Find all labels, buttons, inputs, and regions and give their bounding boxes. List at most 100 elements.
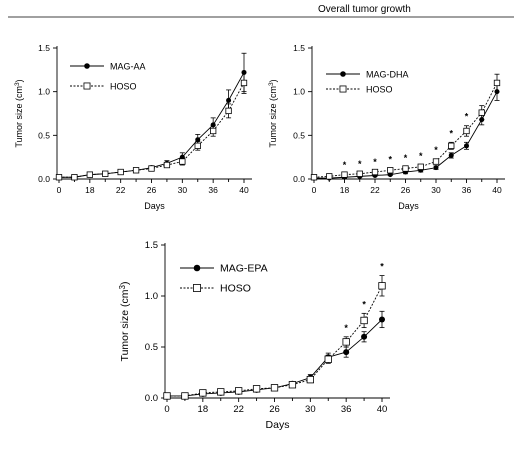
y-tick-label: 0.5 <box>38 130 50 140</box>
data-point <box>433 165 439 171</box>
y-tick-label: 0.0 <box>38 174 50 184</box>
data-point <box>387 167 394 174</box>
data-point <box>324 355 332 363</box>
y-tick-label: 0.0 <box>145 393 158 404</box>
significance-marker: * <box>343 160 347 170</box>
significance-marker: * <box>434 145 438 155</box>
y-axis-label: Tumor size (cm3) <box>118 282 131 362</box>
data-point <box>288 381 297 389</box>
data-point <box>432 158 440 165</box>
y-tick-label: 0.5 <box>145 342 158 353</box>
data-point <box>463 127 470 135</box>
chart-panel-1: 0.0 0.5 1.0 1.5 0 18 22 26 30 36 40 Days Tumor size … <box>14 43 252 211</box>
data-point <box>195 137 201 143</box>
data-point <box>235 387 243 395</box>
legend-marker <box>84 63 90 69</box>
significance-marker: * <box>419 151 423 161</box>
y-tick-label: 1.5 <box>38 43 50 53</box>
data-point <box>270 384 279 392</box>
series-hoso <box>163 275 386 400</box>
data-point <box>210 127 217 135</box>
data-point <box>361 333 368 340</box>
data-point <box>132 167 140 174</box>
legend-label: HOSO <box>110 82 137 92</box>
data-point <box>493 79 501 87</box>
chart-panel-2: 0.0 0.5 1.0 1.5 0 18 22 26 30 36 40 Days Tumor size … <box>268 43 505 211</box>
x-tick-label: 36 <box>208 185 218 195</box>
legend-marker <box>339 85 347 93</box>
figure-title: Overall tumor growth <box>318 4 411 15</box>
data-point <box>310 174 318 181</box>
data-point <box>163 161 171 169</box>
series-line <box>314 91 498 179</box>
legend-label: MAG-EPA <box>220 263 268 275</box>
y-axis-label: Tumor size (cm3) <box>14 79 24 147</box>
data-point <box>378 282 386 290</box>
x-tick-label: 26 <box>269 404 280 415</box>
series-hoso <box>55 72 248 181</box>
x-tick-label: 40 <box>492 185 502 195</box>
x-axis-label: Days <box>144 201 165 211</box>
data-point <box>343 349 350 356</box>
x-tick-label: 0 <box>164 404 169 415</box>
data-point <box>356 170 363 177</box>
data-point <box>342 338 350 346</box>
x-axis-label: Days <box>266 419 290 431</box>
series-hoso <box>310 73 501 181</box>
x-tick-label: 0 <box>57 185 62 195</box>
x-tick-label: 36 <box>462 185 472 195</box>
y-tick-label: 1.0 <box>145 291 158 302</box>
data-point <box>240 79 248 87</box>
legend-marker <box>193 284 201 292</box>
y-tick-label: 1.5 <box>293 43 305 53</box>
series-mag-aa <box>56 52 247 180</box>
y-tick-label: 1.0 <box>293 87 305 97</box>
y-axis-label-end: ) <box>119 282 131 286</box>
significance-marker: * <box>388 155 392 165</box>
data-point <box>379 316 385 323</box>
y-tick-label: 1.5 <box>145 240 158 251</box>
y-tick-label: 0.5 <box>293 130 305 140</box>
significance-marker: * <box>465 112 469 122</box>
significance-marker: * <box>404 153 408 163</box>
data-point <box>448 152 454 158</box>
y-axis-label-main: Tumor size (cm <box>119 289 131 361</box>
x-tick-label: 36 <box>341 404 352 415</box>
y-axis-label-end: ) <box>268 79 278 82</box>
data-point <box>226 97 232 103</box>
legend-marker <box>83 82 91 90</box>
chart-panel-3: 0.0 0.5 1.0 1.5 0 18 22 26 30 36 40 Days Tumor size … <box>118 240 390 431</box>
data-point <box>464 143 469 149</box>
data-point <box>179 158 186 165</box>
legend-marker <box>193 264 201 272</box>
x-tick-label: 18 <box>198 404 209 415</box>
legend-label: HOSO <box>220 283 251 295</box>
data-point <box>181 392 189 400</box>
x-tick-label: 30 <box>305 404 316 415</box>
legend-label: MAG-AA <box>110 62 146 72</box>
data-point <box>478 109 485 116</box>
legend-marker <box>340 71 346 77</box>
data-point <box>148 165 155 172</box>
data-point <box>86 171 93 178</box>
y-axis-label: Tumor size (cm3) <box>268 79 278 147</box>
data-point <box>371 168 379 176</box>
x-tick-label: 26 <box>147 185 157 195</box>
legend-label: HOSO <box>366 85 393 95</box>
y-axis-label-end: ) <box>14 79 24 82</box>
x-tick-label: 0 <box>312 185 317 195</box>
x-tick-label: 40 <box>239 185 249 195</box>
data-point <box>360 316 368 325</box>
data-point <box>225 107 232 115</box>
x-tick-label: 18 <box>340 185 350 195</box>
x-tick-label: 18 <box>85 185 95 195</box>
y-axis-label-main: Tumor size (cm <box>14 86 24 148</box>
data-point <box>448 142 455 149</box>
significance-marker: * <box>362 299 366 309</box>
data-point <box>341 171 348 178</box>
significance-marker: * <box>380 262 384 272</box>
data-point <box>417 163 424 170</box>
y-axis-label-superscript: 3 <box>118 285 127 290</box>
